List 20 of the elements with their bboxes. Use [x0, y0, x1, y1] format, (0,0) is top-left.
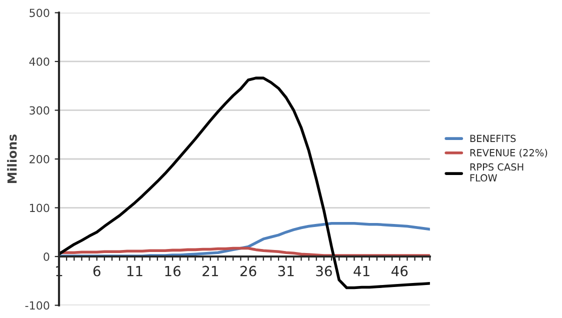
x-tick-label: 16 — [165, 266, 181, 276]
x-tick-label: 46 — [391, 266, 408, 276]
legend-label: REVENUE (22%) — [470, 148, 548, 158]
legend-label: RPPS CASH FLOW — [470, 163, 524, 182]
x-tick-label: 31 — [278, 266, 294, 276]
x-tick-label: 6 — [93, 266, 100, 276]
y-tick-label: -100 — [25, 301, 50, 310]
y-tick-label: 500 — [30, 8, 50, 18]
y-tick-label: 100 — [30, 204, 50, 212]
x-tick-label: 26 — [240, 266, 256, 276]
legend-label: BENEFITS — [470, 134, 516, 142]
x-tick-label: 41 — [354, 266, 370, 276]
y-axis-title: Milions — [7, 134, 17, 183]
y-tick-label: 300 — [30, 106, 50, 115]
x-tick-label: 21 — [202, 266, 218, 276]
x-tick-label: 36 — [316, 266, 332, 276]
y-tick-label: 0 — [44, 252, 50, 261]
x-tick-label: 11 — [127, 266, 142, 276]
y-tick-label: 400 — [29, 57, 50, 66]
y-tick-label: 200 — [30, 154, 50, 164]
